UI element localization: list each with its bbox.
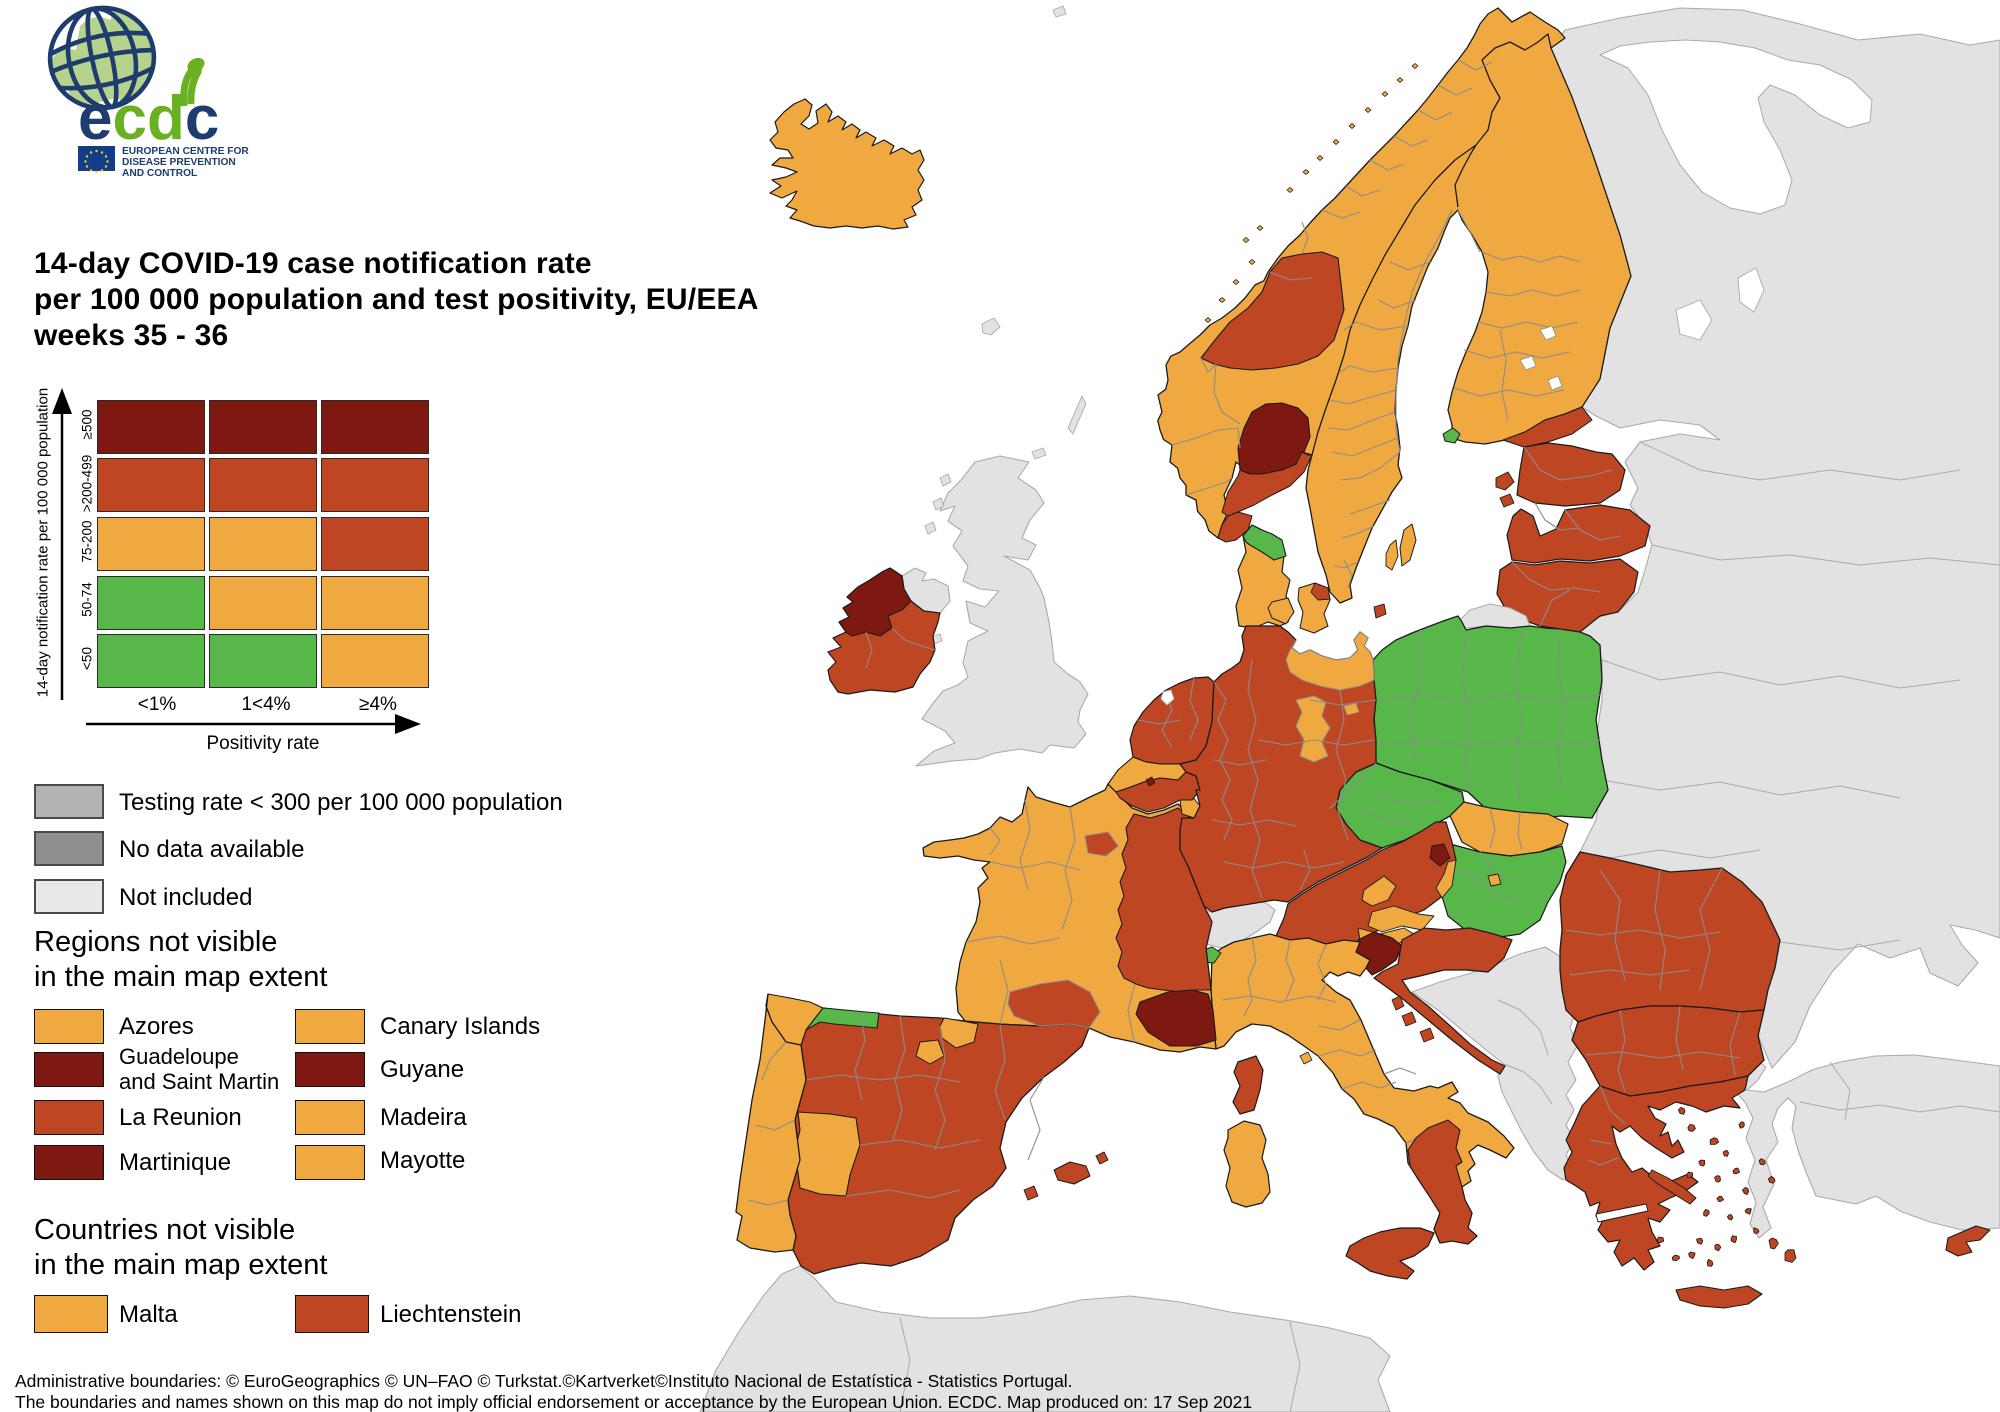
svg-text:AND CONTROL: AND CONTROL	[122, 168, 197, 179]
svg-text:ecdc: ecdc	[78, 84, 219, 153]
svg-text:EUROPEAN CENTRE FOR: EUROPEAN CENTRE FOR	[122, 146, 249, 157]
svg-text:DISEASE PREVENTION: DISEASE PREVENTION	[122, 157, 236, 168]
